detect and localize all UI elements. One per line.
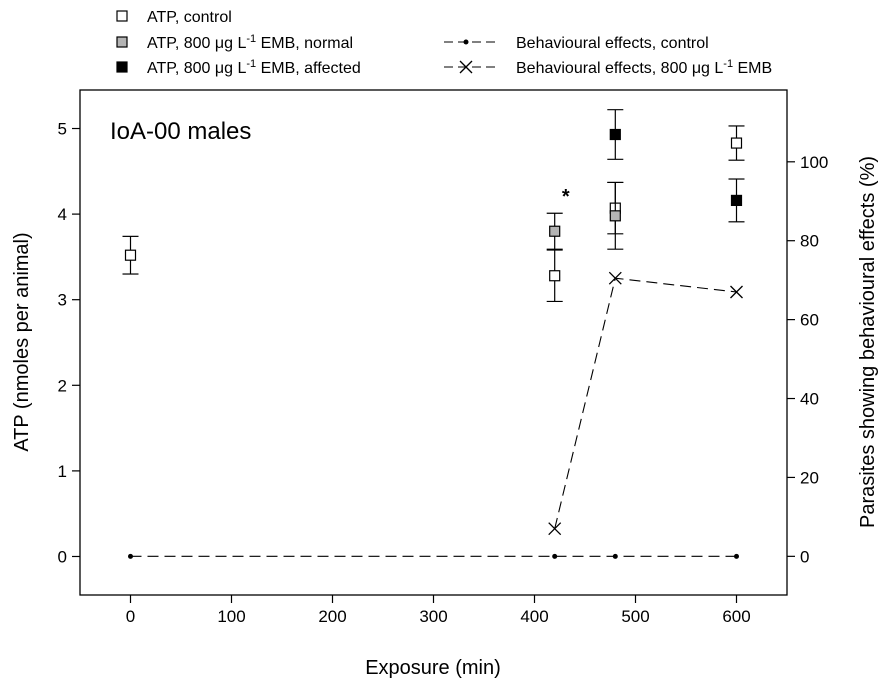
legend-item-3	[444, 39, 499, 45]
data-point	[609, 128, 621, 141]
y-right-axis-title: Parasites showing behavioural effects (%…	[857, 156, 879, 528]
y-right-tick-label: 40	[800, 390, 819, 409]
series-3	[128, 553, 739, 559]
marks: *	[122, 109, 745, 559]
y-right-tick-label: 100	[800, 153, 828, 172]
x-marker-stroke	[608, 271, 622, 285]
legend-marker	[463, 39, 469, 45]
y-left-tick-label: 1	[58, 462, 67, 481]
y-left-tick-label: 4	[58, 205, 67, 224]
data-point	[612, 553, 618, 559]
x-tick-label: 0	[126, 607, 135, 626]
x-tick-label: 200	[318, 607, 346, 626]
data-point	[128, 553, 133, 559]
series-line-4	[554, 277, 737, 529]
y-left-tick-label: 3	[58, 291, 67, 310]
series-1	[546, 181, 624, 250]
legend-marker	[459, 60, 473, 74]
plot-frame	[79, 89, 788, 596]
data-point	[608, 271, 622, 285]
series-2	[607, 109, 745, 223]
data-point	[609, 210, 621, 222]
axes: 0 100 200 300 400 500 600 0 1 2 3 4 5 0 20 40 60 80 100	[58, 120, 829, 626]
y-right-tick-label: 60	[800, 311, 819, 330]
x-tick-label: 500	[621, 607, 649, 626]
legend-item-1	[116, 36, 128, 48]
legend-item-4	[444, 60, 499, 74]
legend-marker	[116, 61, 128, 73]
y-left-tick-label: 5	[58, 120, 67, 139]
x-marker-stroke	[548, 522, 562, 536]
significance-marker: *	[562, 186, 570, 208]
data-point	[730, 285, 743, 299]
legend-item-0	[116, 10, 128, 22]
x-tick-label: 100	[217, 607, 245, 626]
legend-label-3: Behavioural effects, control	[516, 35, 709, 52]
x-tick-label: 300	[419, 607, 447, 626]
data-point	[730, 137, 743, 149]
legend-marker	[116, 36, 128, 48]
data-point	[549, 225, 561, 237]
y-left-tick-label: 2	[58, 376, 67, 395]
legend-label-1: ATP, 800 μg L-1 EMB, normal	[147, 33, 353, 52]
x-tick-label: 400	[520, 607, 548, 626]
legend: ATP, control ATP, 800 μg L-1 EMB, normal A…	[116, 9, 772, 77]
legend-item-2	[116, 61, 128, 73]
data-point	[124, 249, 137, 261]
y-left-tick-label: 0	[58, 547, 67, 566]
chart-title: IoA-00 males	[110, 118, 251, 145]
series-0	[122, 125, 745, 303]
x-tick-label: 600	[722, 607, 750, 626]
legend-label-4: Behavioural effects, 800 μg L-1 EMB	[516, 58, 772, 77]
y-right-tick-label: 20	[800, 468, 819, 487]
data-point	[548, 522, 562, 536]
data-point	[552, 553, 558, 559]
data-point	[734, 553, 739, 559]
series-4	[548, 271, 743, 536]
y-right-tick-label: 0	[800, 547, 809, 566]
data-point	[549, 270, 561, 282]
legend-label-2: ATP, 800 μg L-1 EMB, affected	[147, 58, 361, 77]
y-right-tick-label: 80	[800, 232, 819, 251]
legend-marker	[116, 10, 128, 22]
x-marker-stroke	[459, 60, 473, 74]
data-point	[730, 194, 743, 207]
legend-label-0: ATP, control	[147, 9, 232, 26]
x-marker-stroke	[730, 285, 743, 299]
y-left-axis-title: ATP (nmoles per animal)	[11, 232, 33, 451]
x-axis-title: Exposure (min)	[365, 657, 501, 679]
